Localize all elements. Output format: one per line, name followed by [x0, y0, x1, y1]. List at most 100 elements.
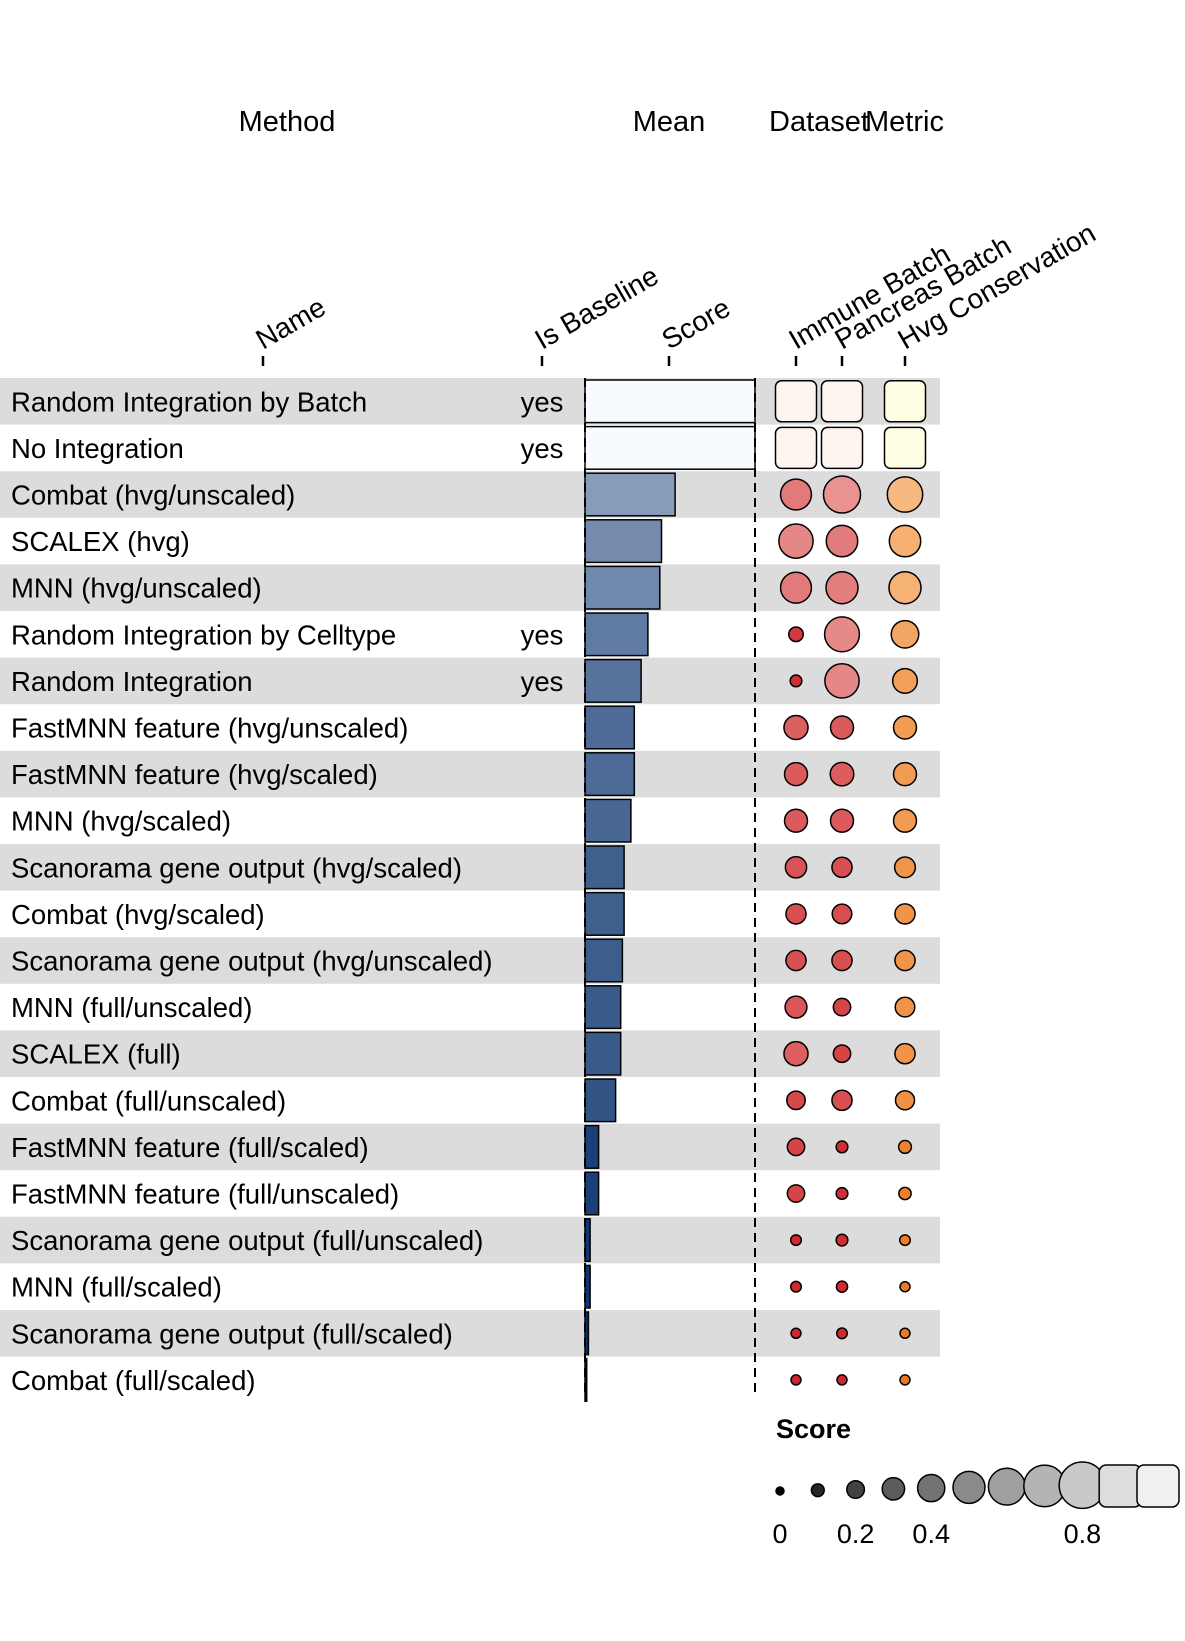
row-name: Scanorama gene output (hvg/scaled)	[11, 852, 462, 883]
immune-score-mark	[786, 1137, 806, 1157]
row-name: Combat (full/unscaled)	[11, 1085, 286, 1116]
mean-score-bar	[584, 938, 624, 983]
pancreas-score-mark	[831, 1089, 853, 1112]
hvg-score-mark	[899, 1280, 911, 1293]
hvg-score-mark	[898, 1234, 912, 1247]
pancreas-score-mark	[829, 715, 855, 740]
row-name: FastMNN feature (hvg/scaled)	[11, 759, 378, 790]
hvg-score-mark	[892, 808, 918, 833]
row-name: MNN (full/unscaled)	[11, 992, 252, 1023]
mean-score-bar	[584, 1357, 588, 1402]
pancreas-score-mark	[831, 949, 853, 972]
hvg-score-mark	[890, 619, 920, 649]
pancreas-score-mark	[822, 475, 862, 514]
pancreas-score-mark	[829, 808, 855, 833]
hvg-score-mark	[898, 1186, 912, 1201]
mean-score-bar	[584, 1311, 590, 1356]
row-name: FastMNN feature (full/scaled)	[11, 1132, 369, 1163]
pancreas-score-mark	[824, 663, 860, 699]
legend-shape	[952, 1470, 986, 1505]
pancreas-score-mark	[823, 616, 861, 653]
hvg-score-mark	[883, 380, 927, 423]
legend-tick-label: 0.4	[912, 1519, 950, 1549]
row-baseline: yes	[521, 433, 564, 464]
mean-score-bar	[584, 565, 661, 610]
legend-shape	[881, 1476, 906, 1501]
row-name: Scanorama gene output (hvg/unscaled)	[11, 946, 493, 977]
col-header-score: Score	[657, 292, 736, 355]
hvg-score-mark	[892, 761, 918, 787]
row-stripe	[0, 1216, 940, 1264]
row-name: MNN (full/scaled)	[11, 1272, 222, 1303]
row-name: Combat (full/scaled)	[11, 1365, 256, 1396]
row-stripe	[0, 1123, 940, 1171]
hvg-score-mark	[897, 1139, 913, 1155]
pancreas-score-mark	[835, 1327, 849, 1340]
immune-score-mark	[785, 949, 807, 972]
row-name: SCALEX (hvg)	[11, 526, 190, 557]
row-stripe	[0, 937, 940, 984]
immune-score-mark	[786, 1090, 806, 1111]
immune-score-mark	[778, 523, 814, 559]
pancreas-score-mark	[835, 1233, 849, 1247]
mean-score-bar	[584, 752, 636, 797]
immune-score-mark	[784, 855, 808, 879]
hvg-score-mark	[894, 1042, 916, 1065]
legend-tick-label: 0	[772, 1519, 787, 1549]
row-name: FastMNN feature (hvg/unscaled)	[11, 713, 408, 744]
row-name: Combat (hvg/scaled)	[11, 899, 265, 930]
legend-shape	[1136, 1464, 1180, 1508]
row-baseline: yes	[521, 386, 564, 417]
pancreas-score-mark	[825, 570, 859, 605]
pancreas-score-mark	[832, 997, 852, 1017]
pancreas-score-mark	[820, 380, 864, 423]
immune-score-mark	[789, 1234, 803, 1247]
pancreas-score-mark	[829, 761, 855, 787]
pancreas-score-mark	[836, 1374, 848, 1386]
row-stripe	[0, 657, 940, 705]
pancreas-score-mark	[835, 1280, 849, 1294]
row-name: Combat (hvg/unscaled)	[11, 480, 295, 511]
hvg-score-mark	[883, 426, 927, 470]
row-stripe	[0, 1310, 940, 1357]
immune-score-mark	[789, 674, 803, 688]
mean-score-bar	[584, 798, 632, 843]
immune-score-mark	[779, 571, 813, 604]
pancreas-score-mark	[835, 1186, 849, 1201]
mean-score-bar	[584, 425, 756, 470]
row-baseline: yes	[521, 666, 564, 697]
mean-score-bar	[584, 985, 622, 1030]
immune-score-mark	[783, 1040, 809, 1067]
pancreas-score-mark	[831, 903, 853, 925]
group-label-method: Method	[239, 106, 336, 138]
legend-shape	[987, 1467, 1026, 1506]
legend-shape	[810, 1483, 825, 1498]
pancreas-score-mark	[832, 1044, 852, 1064]
mean-score-bar	[584, 519, 663, 564]
row-name: FastMNN feature (full/unscaled)	[11, 1179, 399, 1210]
mean-score-bar	[584, 1031, 622, 1076]
mean-score-bar	[584, 612, 649, 657]
immune-score-mark	[785, 903, 807, 925]
row-name: MNN (hvg/unscaled)	[11, 573, 262, 604]
hvg-score-mark	[899, 1327, 911, 1340]
immune-score-mark	[784, 995, 808, 1019]
mean-score-bar	[584, 379, 756, 424]
legend-tick-label: 0.2	[837, 1519, 875, 1549]
row-name: MNN (hvg/scaled)	[11, 806, 231, 837]
immune-score-mark	[783, 808, 809, 833]
immune-score-mark	[790, 1374, 802, 1386]
mean-score-bar	[584, 845, 625, 890]
row-name: Random Integration by Batch	[11, 386, 367, 417]
hvg-score-mark	[899, 1374, 911, 1386]
legend-tick-label: 0.8	[1064, 1519, 1102, 1549]
legend-shape	[916, 1473, 946, 1503]
pancreas-score-mark	[831, 856, 853, 879]
mean-score-bar	[584, 472, 676, 517]
group-label-dataset: Dataset	[769, 106, 869, 138]
mean-score-bar	[584, 1171, 600, 1216]
pancreas-score-mark	[835, 1140, 849, 1154]
legend-shape	[846, 1479, 866, 1500]
immune-score-mark	[774, 426, 818, 470]
